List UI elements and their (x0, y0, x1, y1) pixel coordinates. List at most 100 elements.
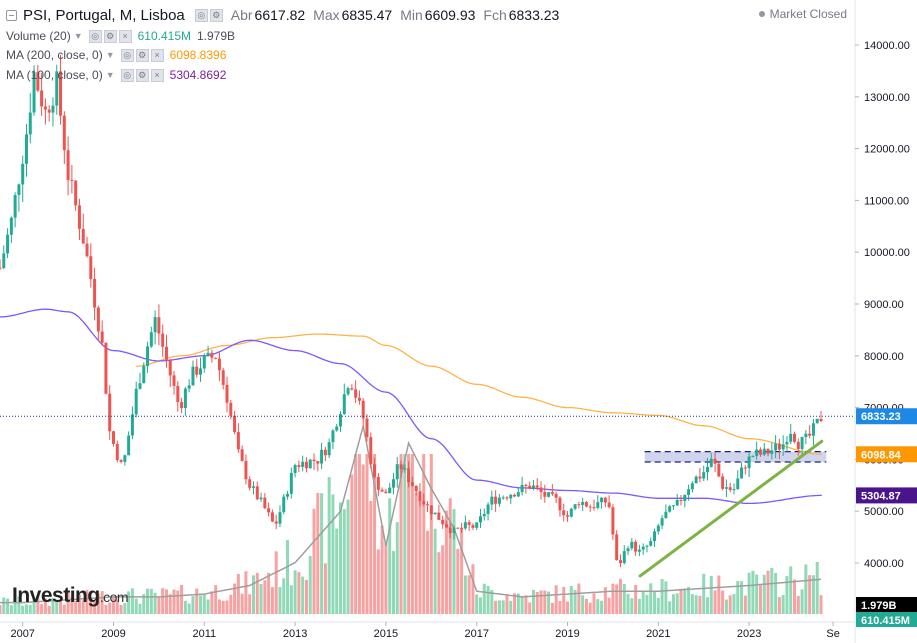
candle-body (660, 518, 664, 526)
candle-body (531, 485, 535, 489)
candle-body (524, 484, 528, 486)
candle-body (270, 512, 274, 522)
candle-body (418, 491, 422, 502)
candle-body (615, 534, 619, 561)
candle-body (702, 472, 706, 479)
volume-bar (819, 595, 823, 614)
volume-bar (282, 578, 286, 614)
candle-body (478, 516, 482, 523)
candle-body (342, 394, 346, 415)
volume-bar (747, 572, 751, 614)
indicator-label[interactable]: Volume (20) (6, 29, 71, 43)
volume-bar (671, 594, 675, 614)
candle-body (494, 496, 498, 504)
volume-bar (581, 595, 585, 614)
indicator-volume[interactable]: Volume (20) ▼ ◎ ⚙ × 610.415M 1.979B (6, 28, 235, 44)
volume-bar (649, 583, 653, 614)
volume-bar (2, 597, 6, 614)
volume-bar (274, 551, 278, 614)
gear-icon[interactable]: ⚙ (103, 29, 117, 43)
volume-bar (112, 596, 116, 614)
price-label-box (856, 487, 917, 504)
volume-bar (743, 595, 747, 614)
close-icon[interactable]: × (118, 29, 132, 43)
eye-icon[interactable]: ◎ (194, 8, 208, 22)
chevron-down-icon[interactable]: ▼ (73, 31, 83, 41)
candle-body (161, 333, 165, 347)
volume-bar (127, 591, 131, 614)
volume-bar (740, 581, 744, 614)
volume-bar (357, 454, 361, 614)
chevron-down-icon[interactable]: ▼ (105, 70, 115, 80)
candle-body (293, 465, 297, 473)
indicator-value: 610.415M (137, 29, 191, 43)
candle-body (77, 205, 81, 229)
candle-body (751, 455, 755, 457)
volume-bar (641, 591, 645, 614)
candle-body (388, 487, 392, 494)
candle-body (815, 418, 819, 424)
low-value: 6609.93 (424, 7, 476, 23)
candle-body (384, 491, 388, 494)
chevron-down-icon[interactable]: ▼ (105, 50, 115, 60)
volume-bar (350, 474, 354, 614)
indicator-label[interactable]: MA (200, close, 0) (6, 48, 103, 62)
candle-body (373, 464, 377, 477)
low-label: Min (400, 7, 423, 23)
volume-bar (149, 588, 153, 614)
gear-icon[interactable]: ⚙ (209, 8, 223, 22)
gear-icon[interactable]: ⚙ (135, 68, 149, 82)
volume-bar (81, 600, 85, 614)
volume-bar (59, 600, 63, 614)
candle-body (93, 278, 97, 308)
eye-icon[interactable]: ◎ (120, 48, 134, 62)
candle-body (800, 437, 804, 449)
candle-body (637, 549, 641, 552)
candle-body (706, 466, 709, 473)
volume-bar (255, 572, 259, 614)
volume-bar (732, 594, 736, 614)
candle-body (709, 458, 713, 467)
candle-body (513, 494, 517, 497)
ma-200-line (136, 333, 822, 455)
candle-body (274, 521, 278, 524)
volume-bar (70, 596, 74, 614)
volume-bar (206, 599, 210, 614)
symbol-title[interactable]: PSI, Portugal, M, Lisboa (23, 6, 185, 24)
symbol-header: PSI, Portugal, M, Lisboa ◎ ⚙ Abr 6617.82 M… (6, 6, 559, 24)
gear-icon[interactable]: ⚙ (135, 48, 149, 62)
indicator-ma200[interactable]: MA (200, close, 0) ▼ ◎ ⚙ × 6098.8396 (6, 47, 226, 63)
volume-bar (251, 575, 255, 614)
eye-icon[interactable]: ◎ (120, 68, 134, 82)
candle-body (407, 468, 411, 483)
volume-bar (414, 492, 418, 614)
candle-body (278, 512, 282, 524)
volume-bar (584, 598, 588, 614)
volume-bar (248, 594, 252, 614)
candle-body (172, 375, 176, 386)
volume-ma-line (0, 425, 822, 604)
candle-body (671, 505, 675, 507)
price-tick-label: 5000.00 (864, 506, 904, 518)
trend-line (638, 439, 824, 578)
indicator-label[interactable]: MA (100, close, 0) (6, 68, 103, 82)
indicator-ma100[interactable]: MA (100, close, 0) ▼ ◎ ⚙ × 5304.8692 (6, 67, 226, 83)
close-icon[interactable]: × (150, 48, 164, 62)
candle-body (694, 476, 698, 484)
close-icon[interactable]: × (150, 68, 164, 82)
volume-bar (24, 604, 28, 614)
volume-bar (713, 590, 717, 614)
candle-body (32, 72, 36, 113)
candle-body (380, 489, 384, 492)
candle-body (467, 522, 471, 526)
candle-body (164, 346, 168, 360)
volume-bar (403, 454, 407, 614)
collapse-icon[interactable] (6, 9, 17, 21)
candle-body (130, 414, 134, 436)
eye-icon[interactable]: ◎ (88, 29, 102, 43)
volume-bar (637, 598, 641, 614)
candle-body (516, 492, 520, 497)
candle-body (119, 460, 123, 462)
candle-body (717, 463, 721, 477)
